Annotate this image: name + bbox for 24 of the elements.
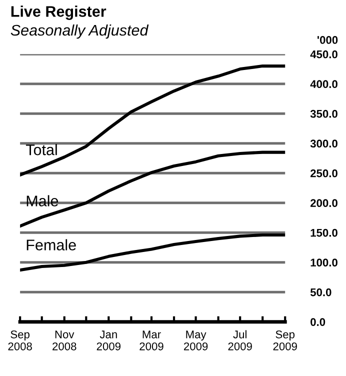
x-tick-label: Sep 2009 [273, 330, 297, 350]
series-label: Total [26, 144, 57, 156]
y-tick-label: 200.0 [310, 199, 338, 208]
y-tick-label: 450.0 [310, 50, 338, 58]
y-axis-title: '000 [318, 36, 338, 44]
line-series [20, 233, 286, 272]
series-label: Female [26, 239, 76, 250]
x-tick-label: Jan 2009 [96, 330, 120, 350]
chart-title: Live Register [11, 6, 106, 20]
x-tick-label: Mar 2009 [140, 330, 164, 350]
chart-subtitle: Seasonally Adjusted [10, 24, 149, 39]
y-tick-label: 100.0 [310, 258, 338, 266]
x-tick-label: May 2009 [184, 330, 208, 350]
x-tick-label: Jul 2009 [228, 330, 252, 350]
y-tick-label: 350.0 [310, 110, 338, 118]
y-tick-label: 0.0 [310, 318, 326, 326]
line-series [20, 64, 286, 176]
x-tick-label: Sep 2008 [8, 330, 32, 350]
x-tick-label: Nov 2008 [52, 330, 76, 350]
y-tick-label: 150.0 [310, 228, 338, 237]
y-tick-label: 50.0 [310, 288, 332, 296]
y-tick-label: 300.0 [310, 140, 338, 148]
y-tick-label: 250.0 [310, 169, 338, 178]
y-tick-label: 400.0 [310, 80, 338, 88]
